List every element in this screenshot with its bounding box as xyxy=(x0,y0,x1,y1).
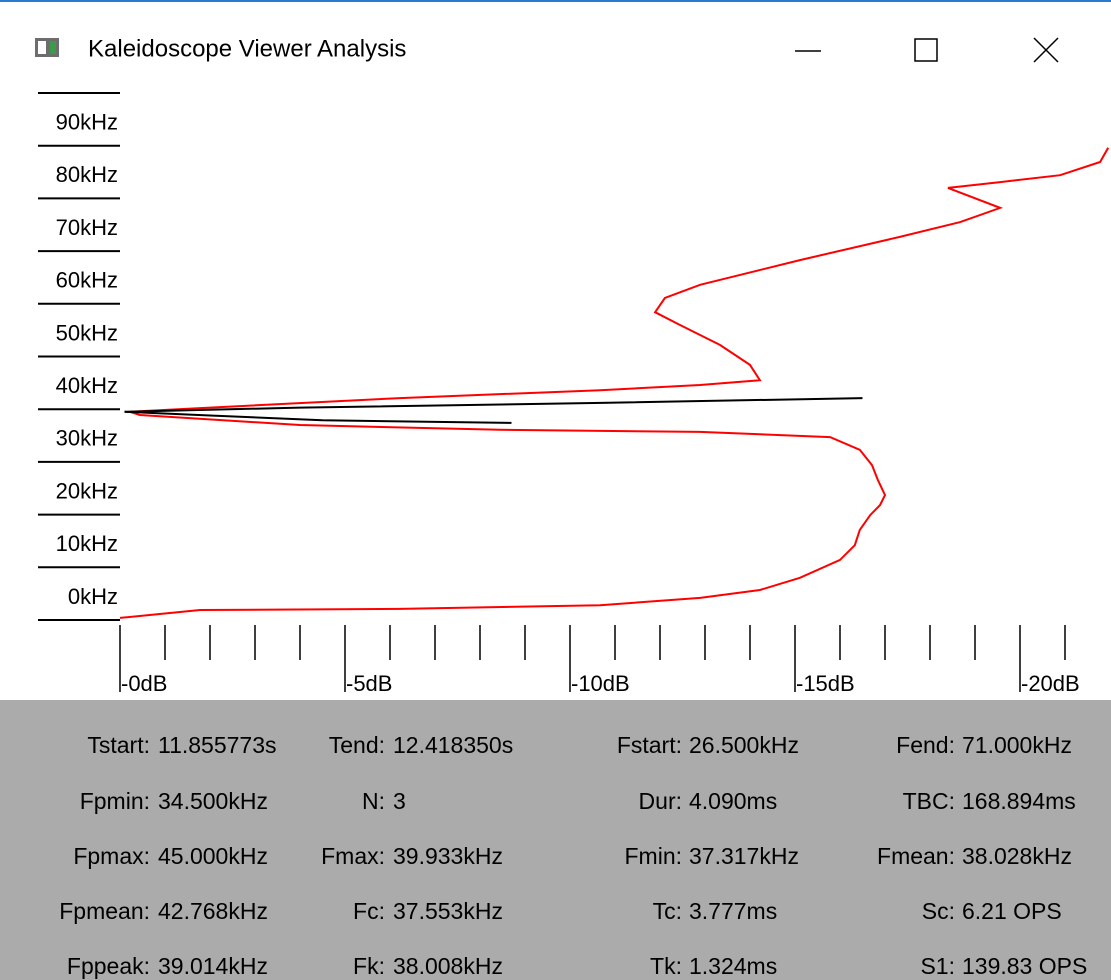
stat-label: Fend: xyxy=(896,732,955,758)
stat-label: Dur: xyxy=(639,788,682,814)
stat-label: Fstart: xyxy=(617,732,682,758)
x-tick-label: -10dB xyxy=(571,671,630,696)
x-tick-label: -20dB xyxy=(1021,671,1080,696)
y-tick-label: 0kHz xyxy=(68,584,118,609)
stat-value: 37.553kHz xyxy=(393,898,503,924)
stat-label: Sc: xyxy=(922,898,955,924)
y-tick-label: 90kHz xyxy=(56,110,118,135)
y-tick-label: 80kHz xyxy=(56,162,118,187)
stats-panel xyxy=(0,700,1111,980)
stat-value: 3 xyxy=(393,788,406,814)
x-tick-label: -0dB xyxy=(121,671,167,696)
stat-value: 1.324ms xyxy=(689,953,777,979)
stat-label: Fmin: xyxy=(625,843,683,869)
stat-label: N: xyxy=(362,788,385,814)
stat-label: Tk: xyxy=(650,953,682,979)
stat-value: 71.000kHz xyxy=(962,732,1072,758)
chart: 0kHz 10kHz 20kHz 30kHz 40kHz 50kHz 60kHz 70kHz 8… xyxy=(38,92,1110,696)
stat-label: Fmax: xyxy=(321,843,385,869)
data-line xyxy=(119,147,1110,619)
stat-label: Fk: xyxy=(353,953,385,979)
stat-value: 34.500kHz xyxy=(158,788,268,814)
stat-label: Tstart: xyxy=(87,732,150,758)
close-button[interactable] xyxy=(1033,37,1059,63)
stat-label: Tc: xyxy=(653,898,682,924)
stat-value: 3.777ms xyxy=(689,898,777,924)
stat-value: 39.933kHz xyxy=(393,843,503,869)
stat-label: Fpmin: xyxy=(80,788,150,814)
x-tick-label: -5dB xyxy=(346,671,392,696)
stat-label: Fmean: xyxy=(877,843,955,869)
stat-label: Fppeak: xyxy=(67,953,150,979)
window-border xyxy=(0,0,1111,2)
stat-label: Tend: xyxy=(329,732,385,758)
stat-value: 38.028kHz xyxy=(962,843,1072,869)
stat-value: 4.090ms xyxy=(689,788,777,814)
stat-label: TBC: xyxy=(903,788,955,814)
stat-value: 11.855773s xyxy=(158,732,277,758)
maximize-button[interactable] xyxy=(914,38,938,62)
data-line xyxy=(124,410,512,424)
stat-value: 42.768kHz xyxy=(158,898,268,924)
stat-value: 26.500kHz xyxy=(689,732,799,758)
y-tick-label: 40kHz xyxy=(56,373,118,398)
stat-label: Fc: xyxy=(353,898,385,924)
y-tick-label: 60kHz xyxy=(56,268,118,293)
title-bar: Kaleidoscope Viewer Analysis xyxy=(35,35,1059,63)
stat-value: 12.418350s xyxy=(393,732,513,758)
window-title: Kaleidoscope Viewer Analysis xyxy=(88,35,406,62)
stat-label: Fpmax: xyxy=(73,843,150,869)
stat-label: Fpmean: xyxy=(59,898,150,924)
stat-label: S1: xyxy=(920,953,955,979)
y-tick-label: 20kHz xyxy=(56,478,118,503)
stat-value: 39.014kHz xyxy=(158,953,268,979)
app-icon xyxy=(50,41,56,54)
stat-value: 139.83 OPS xyxy=(962,953,1087,979)
y-tick-label: 30kHz xyxy=(56,426,118,451)
y-tick-label: 50kHz xyxy=(56,320,118,345)
stats: Tstart: 11.855773s Tend: 12.418350s Fstart: 2… xyxy=(59,732,1087,979)
stat-value: 168.894ms xyxy=(962,788,1076,814)
y-tick-label: 10kHz xyxy=(56,531,118,556)
stat-value: 6.21 OPS xyxy=(962,898,1062,924)
stat-value: 45.000kHz xyxy=(158,843,268,869)
stat-value: 37.317kHz xyxy=(689,843,799,869)
x-tick-label: -15dB xyxy=(796,671,855,696)
app-icon xyxy=(38,41,46,54)
y-tick-label: 70kHz xyxy=(56,215,118,240)
data-line xyxy=(124,397,863,413)
stat-value: 38.008kHz xyxy=(393,953,503,979)
